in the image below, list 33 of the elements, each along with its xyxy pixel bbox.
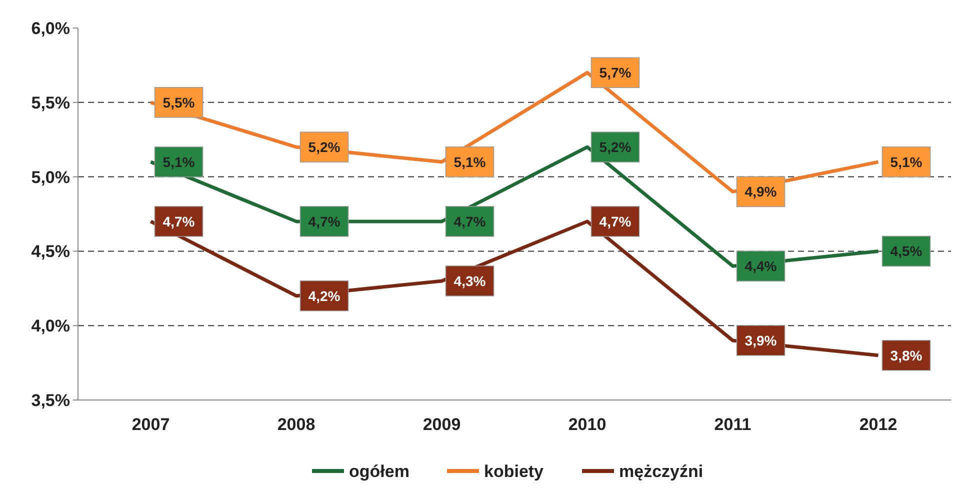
data-label: 4,7%	[454, 213, 486, 230]
legend-label: ogółem	[349, 462, 410, 481]
data-label: 4,9%	[744, 184, 778, 200]
data-label: 4,5%	[890, 243, 923, 260]
data-label: 5,7%	[599, 64, 632, 81]
y-tick-label: 5,5%	[31, 93, 70, 112]
data-label: 5,5%	[162, 94, 196, 110]
data-label: 4,7%	[308, 213, 341, 230]
data-label: 5,1%	[162, 154, 196, 170]
data-label: 4,3%	[454, 272, 486, 289]
data-label: 4,7%	[599, 213, 632, 230]
y-tick-label: 6,0%	[31, 19, 70, 38]
data-label: 4,2%	[308, 288, 341, 304]
data-label: 5,1%	[890, 154, 923, 170]
x-tick-label: 2012	[859, 415, 898, 434]
x-tick-label: 2010	[568, 415, 606, 434]
y-tick-label: 4,5%	[31, 242, 70, 262]
data-label: 5,2%	[308, 139, 341, 156]
x-tick-label: 2009	[422, 415, 461, 434]
x-tick-label: 2007	[132, 415, 170, 434]
y-tick-label: 4,0%	[31, 316, 70, 336]
legend-label: mężczyźni	[619, 462, 704, 481]
data-label: 3,9%	[744, 332, 778, 348]
data-label: 4,7%	[162, 213, 196, 230]
data-label: 4,4%	[744, 258, 778, 274]
legend-label: kobiety	[484, 462, 544, 481]
data-label: 3,8%	[890, 347, 923, 364]
data-label: 5,2%	[599, 139, 632, 156]
x-tick-label: 2008	[277, 415, 316, 434]
x-tick-label: 2011	[714, 415, 752, 434]
y-tick-label: 5,0%	[31, 168, 70, 187]
data-label: 5,1%	[454, 154, 486, 170]
y-tick-label: 3,5%	[31, 391, 70, 410]
